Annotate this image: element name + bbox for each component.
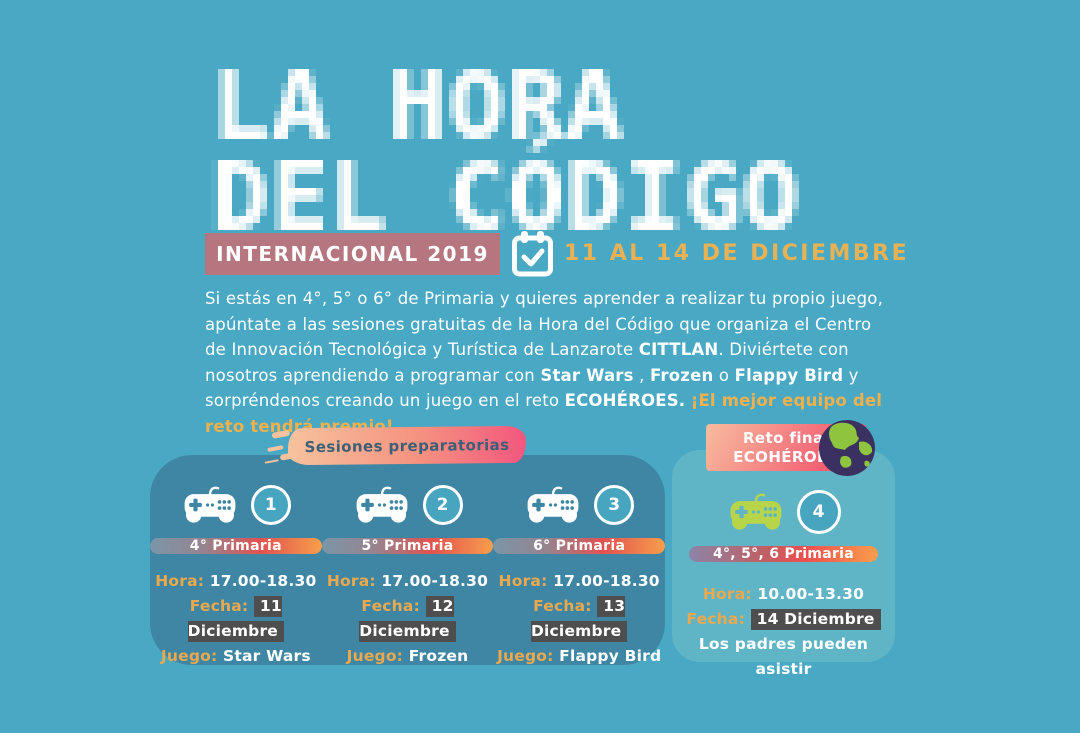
- prep-sessions-banner-label: Sesiones preparatorias: [304, 435, 510, 456]
- hora-line: Hora: 10.00-13.30: [672, 582, 895, 607]
- gamepad-icon: [524, 485, 582, 525]
- hora-value: 17.00-18.30: [209, 572, 317, 590]
- hora-value: 17.00-18.30: [553, 572, 660, 590]
- edition-badge-label: INTERNACIONAL 2019: [216, 242, 489, 266]
- intro-segment: CITTLAN: [638, 340, 719, 359]
- prep-sessions-banner: Sesiones preparatorias: [287, 425, 527, 466]
- globe-icon: [819, 420, 875, 476]
- intro-segment: o: [713, 365, 735, 385]
- juego-line: Juego: Flappy Bird: [493, 644, 665, 669]
- gamepad-icon: [353, 485, 411, 525]
- fecha-label: Fecha:: [189, 597, 249, 615]
- page-title: [204, 62, 813, 251]
- fecha-line: Fecha: 14 Diciembre: [672, 607, 895, 632]
- juego-line: Juego: Frozen: [322, 644, 494, 669]
- fecha-value: 14 Diciembre: [750, 609, 881, 630]
- final-details: Hora: 10.00-13.30 Fecha: 14 Diciembre Lo…: [672, 582, 895, 682]
- juego-value: Star Wars: [223, 647, 311, 665]
- intro-segment: ECOHÉROES.: [564, 391, 686, 410]
- hora-label: Hora:: [326, 572, 376, 590]
- hora-value: 17.00-18.30: [381, 572, 489, 590]
- intro-segment: Si estás en 4°, 5° o 6° de Primaria y qu…: [205, 289, 884, 359]
- session-1-details: Hora: 17.00-18.30 Fecha: 11 Diciembre Ju…: [150, 569, 322, 669]
- intro-segment: . Diviértete con nosotros aprendiendo a …: [205, 340, 849, 385]
- hora-label: Hora:: [498, 572, 548, 590]
- parents-note: Los padres pueden asistir: [698, 635, 869, 678]
- fecha-label: Fecha:: [686, 610, 745, 628]
- fecha-label: Fecha:: [533, 597, 592, 615]
- final-banner-line2: ECOHÉROES: [733, 447, 839, 466]
- juego-label: Juego:: [160, 647, 218, 665]
- juego-value: Flappy Bird: [559, 647, 662, 665]
- hora-line: Hora: 17.00-18.30: [322, 569, 494, 594]
- edition-badge: INTERNACIONAL 2019: [205, 233, 500, 275]
- session-3-details: Hora: 17.00-18.30 Fecha: 13 Diciembre Ju…: [493, 569, 665, 669]
- grade-pill: 6° Primaria: [493, 538, 666, 554]
- final-icon-row: 4: [727, 490, 841, 534]
- session-2-icon-row: 2: [353, 485, 463, 525]
- fecha-line: Fecha: 13 Diciembre: [493, 594, 665, 644]
- juego-line: Juego: Star Wars: [150, 644, 322, 669]
- gamepad-icon: [727, 492, 785, 532]
- intro-segment: ,: [633, 365, 651, 385]
- intro-segment: Flappy Bird: [734, 365, 844, 385]
- final-challenge-card: 4 4°, 5°, 6 Primaria Hora: 10.00-13.30 F…: [672, 450, 895, 678]
- prep-sessions-panel: 1 4° Primaria Hora: 17.00-18.30 Fecha: 1…: [150, 455, 666, 665]
- grade-pill: 5° Primaria: [321, 538, 494, 554]
- juego-label: Juego:: [497, 647, 554, 665]
- fecha-line: Fecha: 11 Diciembre: [150, 594, 322, 644]
- session-number-badge: 2: [422, 485, 463, 525]
- calendar-check-icon: [512, 231, 553, 277]
- session-card-3: 3 6° Primaria Hora: 17.00-18.30 Fecha: 1…: [493, 455, 666, 665]
- date-range: 11 AL 14 DE DICIEMBRE: [564, 241, 910, 266]
- session-2-details: Hora: 17.00-18.30 Fecha: 12 Diciembre Ju…: [322, 569, 494, 669]
- juego-label: Juego:: [346, 647, 404, 665]
- session-card-1: 1 4° Primaria Hora: 17.00-18.30 Fecha: 1…: [150, 455, 322, 665]
- juego-value: Frozen: [408, 647, 469, 665]
- hora-label: Hora:: [155, 572, 205, 590]
- session-number-badge: 4: [796, 490, 841, 534]
- fecha-line: Fecha: 12 Diciembre: [322, 594, 494, 644]
- session-number-badge: 3: [594, 485, 635, 525]
- hora-value: 10.00-13.30: [757, 585, 865, 603]
- gamepad-icon: [181, 485, 239, 525]
- fecha-label: Fecha:: [361, 597, 420, 615]
- session-3-icon-row: 3: [524, 485, 635, 525]
- final-banner-line1: Reto final: [742, 428, 830, 447]
- hora-line: Hora: 17.00-18.30: [493, 569, 665, 594]
- hora-line: Hora: 17.00-18.30: [150, 569, 322, 594]
- intro-segment: Star Wars: [540, 365, 634, 385]
- session-number-badge: 1: [250, 485, 291, 525]
- hora-label: Hora:: [702, 585, 752, 603]
- session-card-2: 2 5° Primaria Hora: 17.00-18.30 Fecha: 1…: [321, 455, 494, 665]
- grade-pill: 4° Primaria: [150, 538, 322, 554]
- intro-paragraph: Si estás en 4°, 5° o 6° de Primaria y qu…: [205, 286, 885, 439]
- grade-pill: 4°, 5°, 6 Primaria: [689, 546, 878, 562]
- intro-segment: Frozen: [650, 365, 714, 385]
- intro-segment: y sorpréndenos creando un juego en el re…: [205, 365, 859, 411]
- session-1-icon-row: 1: [181, 485, 291, 525]
